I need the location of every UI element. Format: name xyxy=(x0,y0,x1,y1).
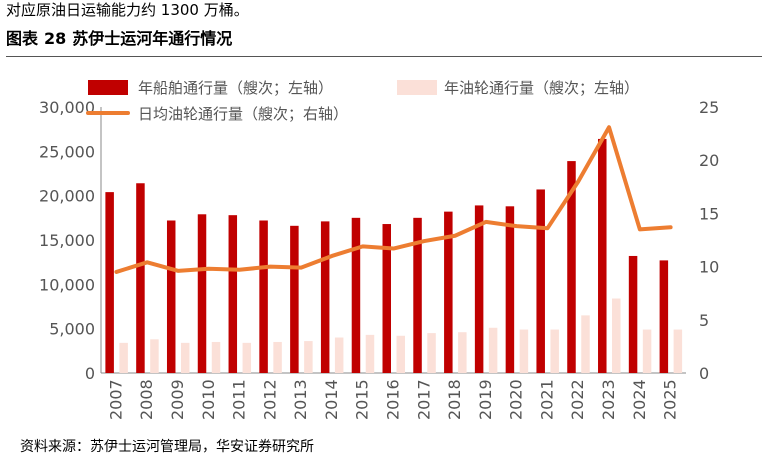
y-right-tick-label: 25 xyxy=(699,98,719,117)
x-tick-label: 2025 xyxy=(661,379,680,420)
figure-number: 28 xyxy=(44,29,67,48)
bar-ships xyxy=(351,217,361,373)
legend-label-daily: 日均油轮通行量（艘次；右轴） xyxy=(138,105,348,123)
bar-tankers xyxy=(365,334,375,373)
bar-tankers xyxy=(550,329,559,373)
legend-swatch-tankers xyxy=(397,80,437,95)
bar-ships xyxy=(105,192,114,373)
x-tick-label: 2013 xyxy=(291,379,310,420)
bar-tankers xyxy=(150,339,159,373)
bar-tankers xyxy=(211,341,221,373)
bar-ships xyxy=(536,189,545,373)
bar-tankers xyxy=(242,342,252,373)
bar-tankers xyxy=(612,298,621,373)
source-note: 资料来源：苏伊士运河管理局，华安证券研究所 xyxy=(20,439,314,455)
bar-ships xyxy=(197,214,207,373)
bar-tankers xyxy=(180,342,190,373)
bar-tankers xyxy=(581,315,590,373)
x-tick-label: 2016 xyxy=(384,379,403,420)
legend-label-ships: 年船舶通行量（艘次；左轴） xyxy=(138,79,333,97)
bar-ships xyxy=(413,217,422,373)
title-divider xyxy=(6,56,762,57)
y-right-tick-label: 5 xyxy=(699,311,709,330)
x-tick-label: 2021 xyxy=(537,379,556,420)
bar-ships xyxy=(228,215,238,373)
y-left-tick-label: 25,000 xyxy=(39,142,95,161)
x-tick-label: 2019 xyxy=(476,379,495,420)
y-left-tick-label: 10,000 xyxy=(39,275,95,294)
bar-ships xyxy=(320,221,330,373)
legend-label-tankers: 年油轮通行量（艘次；左轴） xyxy=(444,79,639,97)
bar-ships xyxy=(474,205,484,373)
bar-ships xyxy=(136,183,145,373)
bar-ships xyxy=(598,138,607,373)
bar-ships xyxy=(259,220,268,373)
y-right-tick-label: 0 xyxy=(699,364,709,383)
x-tick-label: 2007 xyxy=(106,379,125,420)
y-left-tick-label: 0 xyxy=(85,364,95,383)
x-tick-label: 2023 xyxy=(599,379,618,420)
x-tick-label: 2009 xyxy=(168,379,187,420)
bar-ships xyxy=(166,220,176,373)
y-left-tick-label: 15,000 xyxy=(39,231,95,250)
x-tick-label: 2022 xyxy=(568,379,587,420)
x-tick-label: 2014 xyxy=(322,379,341,420)
figure-title: 图表 28 苏伊士运河年通行情况 xyxy=(6,28,232,50)
x-tick-label: 2024 xyxy=(630,379,649,420)
bar-ships xyxy=(505,206,515,373)
legend-swatch-ships xyxy=(88,80,128,95)
bar-ships xyxy=(659,260,669,373)
figure-title-text: 苏伊士运河年通行情况 xyxy=(72,29,233,48)
bar-tankers xyxy=(396,335,405,373)
bar-tankers xyxy=(273,341,282,373)
x-tick-label: 2018 xyxy=(445,379,464,420)
x-tick-label: 2015 xyxy=(353,379,372,420)
y-right-tick-label: 10 xyxy=(699,258,719,277)
bar-tankers xyxy=(334,337,344,373)
x-tick-label: 2020 xyxy=(507,379,526,420)
bar-tankers xyxy=(119,342,128,373)
y-left-tick-label: 20,000 xyxy=(39,187,95,206)
x-tick-label: 2012 xyxy=(260,379,279,420)
x-tick-label: 2011 xyxy=(230,379,249,420)
y-right-tick-label: 20 xyxy=(699,151,719,170)
bar-tankers xyxy=(642,329,652,373)
bar-ships xyxy=(290,225,299,373)
bar-tankers xyxy=(488,327,498,373)
y-left-tick-label: 5,000 xyxy=(49,320,95,339)
x-tick-label: 2008 xyxy=(137,379,156,420)
bar-tankers xyxy=(673,329,683,373)
x-tick-label: 2017 xyxy=(414,379,433,420)
bar-tankers xyxy=(427,333,436,373)
y-left-tick-label: 30,000 xyxy=(39,98,95,117)
y-right-tick-label: 15 xyxy=(699,204,719,223)
bar-tankers xyxy=(519,329,529,373)
bar-ships xyxy=(628,255,638,373)
bar-ships xyxy=(444,211,453,373)
x-tick-label: 2010 xyxy=(199,379,218,420)
bar-tankers xyxy=(304,341,313,373)
preceding-text: 对应原油日运输能力约 1300 万桶。 xyxy=(6,1,249,19)
bar-tankers xyxy=(458,332,467,373)
bar-ships xyxy=(567,161,576,373)
bar-ships xyxy=(382,224,391,373)
figure-label: 图表 xyxy=(6,29,39,48)
